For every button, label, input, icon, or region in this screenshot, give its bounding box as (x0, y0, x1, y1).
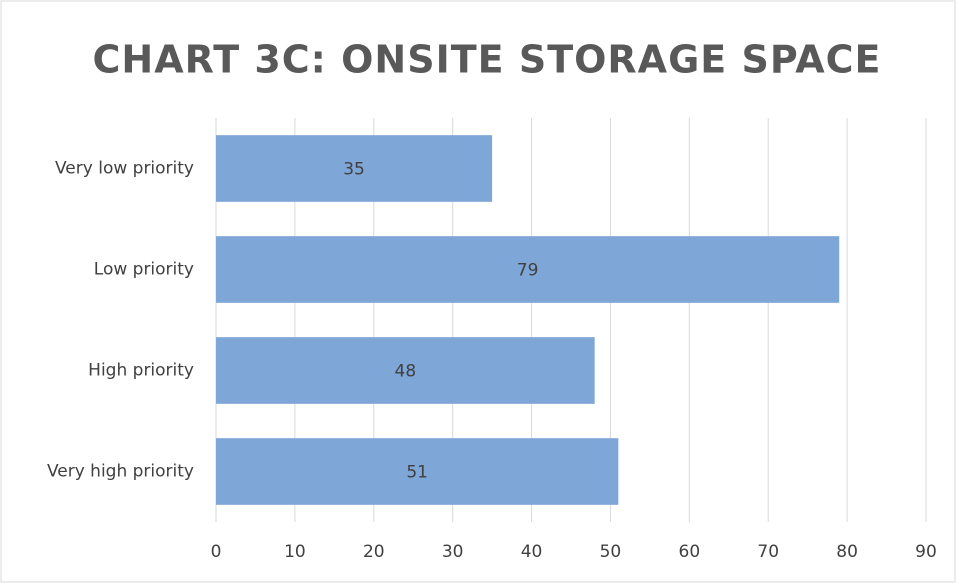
x-tick-label: 0 (211, 542, 222, 562)
x-tick-label: 30 (442, 542, 464, 562)
x-tick-label: 70 (757, 542, 779, 562)
bar (216, 337, 595, 404)
y-tick-label: Low priority (94, 260, 194, 280)
x-tick-label: 40 (521, 542, 543, 562)
x-tick-label: 80 (836, 542, 858, 562)
x-tick-label: 90 (915, 542, 937, 562)
x-tick-label: 60 (679, 542, 701, 562)
chart-title: CHART 3C: ONSITE STORAGE SPACE (93, 38, 882, 82)
x-tick-label: 10 (284, 542, 306, 562)
y-tick-label: Very low priority (55, 159, 194, 179)
y-tick-label: High priority (88, 361, 194, 381)
x-tick-label: 50 (600, 542, 622, 562)
bar (216, 438, 619, 505)
x-tick-label: 20 (363, 542, 385, 562)
bar (216, 135, 493, 202)
data-label: 48 (395, 362, 417, 382)
data-label: 35 (343, 160, 365, 180)
bar (216, 236, 840, 303)
data-label: 79 (517, 261, 539, 281)
y-tick-label: Very high priority (47, 462, 194, 482)
data-label: 51 (406, 463, 428, 483)
